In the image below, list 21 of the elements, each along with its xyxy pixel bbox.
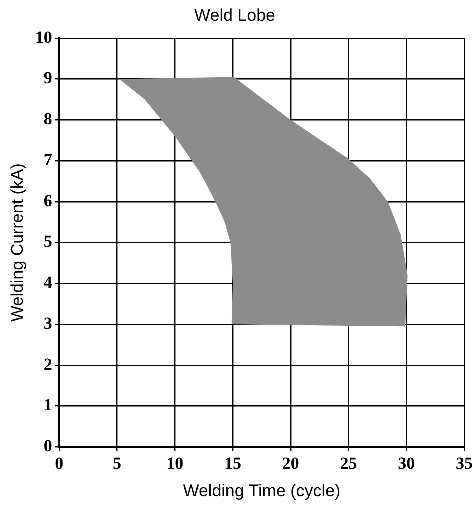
y-tick-label: 9 [44, 68, 52, 88]
x-tick-label: 35 [456, 454, 473, 473]
chart-title: Weld Lobe [194, 6, 276, 25]
y-tick-label: 4 [44, 273, 53, 292]
y-tick-label: 1 [44, 396, 52, 415]
y-axis-title: Welding Current (kA) [8, 164, 27, 322]
y-tick-label: 6 [44, 191, 52, 210]
y-tick-label: 5 [44, 232, 52, 252]
y-tick-label: 0 [44, 436, 52, 456]
x-tick-label: 10 [166, 454, 184, 473]
x-axis-title: Welding Time (cycle) [183, 481, 341, 500]
x-tick-label: 30 [398, 454, 416, 473]
x-tick-label: 15 [224, 454, 242, 473]
y-tick-label: 3 [44, 314, 52, 333]
x-tick-label: 20 [282, 454, 300, 473]
y-tick-label: 10 [35, 28, 52, 47]
y-tick-label: 8 [44, 110, 52, 129]
y-tick-label: 2 [44, 354, 52, 374]
x-tick-label: 25 [340, 454, 358, 473]
y-tick-label: 7 [44, 150, 53, 170]
x-tick-label: 5 [113, 454, 122, 473]
